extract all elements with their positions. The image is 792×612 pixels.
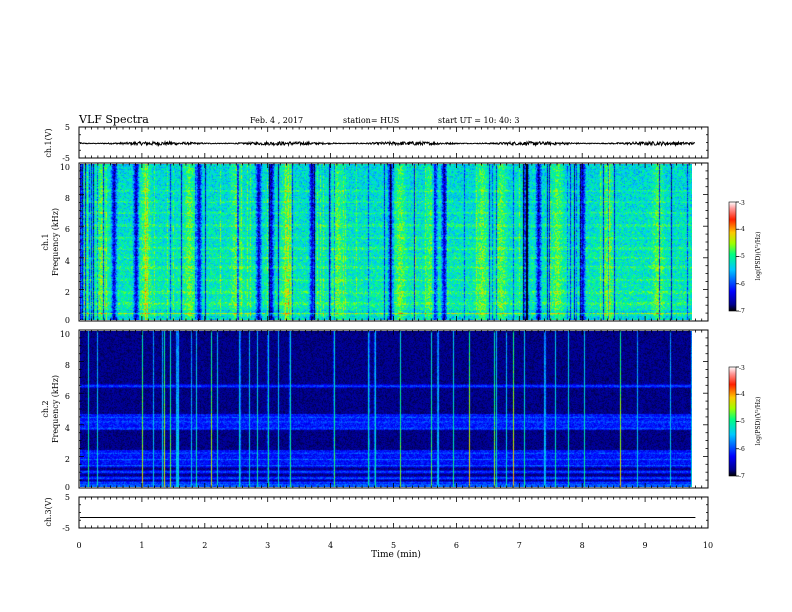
spec2-ytick-4: 4 [65, 424, 70, 433]
cb1-tick-neg7: -7 [739, 308, 745, 315]
header-start-time: start UT = 10: 40: 3 [438, 116, 520, 125]
cb1-tick-neg4: -4 [739, 226, 745, 233]
chart-title: VLF Spectra [79, 113, 149, 126]
cb1-tick-neg5: -5 [739, 253, 745, 260]
ch2-spectrogram-ylabel: Frequency (kHz) [51, 375, 60, 443]
x-axis-tick-labels: 0 1 2 3 4 5 6 7 8 9 10 [76, 541, 713, 550]
colorbar-ticks [736, 201, 739, 477]
ch1-spectrogram-ylabel-channel: ch.1 [41, 233, 50, 250]
ch1-spectrogram-ylabel: Frequency (kHz) [51, 208, 60, 276]
x-tick-label: 6 [454, 541, 459, 550]
cb2-tick-neg3: -3 [739, 365, 745, 372]
ch1-colorbar [728, 201, 737, 312]
ch3-ytick-5: 5 [65, 493, 70, 502]
x-tick-label: 0 [76, 541, 81, 550]
spec2-ytick-8: 8 [65, 361, 70, 370]
spec2-ytick-2: 2 [65, 455, 70, 464]
ch2-colorbar [728, 366, 737, 477]
ch1-ytick-5: 5 [65, 123, 70, 132]
ch1-ytick-neg5: -5 [62, 154, 70, 163]
x-tick-label: 9 [643, 541, 648, 550]
cb1-tick-neg3: -3 [739, 200, 745, 207]
ch1-spectrogram-image [80, 164, 692, 320]
cb1-label: log(PSD)(V²/Hz) [755, 232, 762, 281]
x-axis-ticks [78, 127, 709, 528]
spec2-ytick-6: 6 [65, 392, 70, 401]
cb2-tick-neg5: -5 [739, 418, 745, 425]
x-tick-label: 7 [517, 541, 522, 550]
cb2-label: log(PSD)(V²/Hz) [755, 397, 762, 446]
cb2-tick-neg4: -4 [739, 391, 745, 398]
y-axis-ticks [79, 126, 708, 529]
ch3-waveform-ylabel: ch.3(V) [44, 497, 53, 526]
x-tick-label: 5 [391, 541, 396, 550]
x-tick-label: 8 [580, 541, 585, 550]
header-station: station= HUS [343, 116, 400, 125]
x-tick-label: 4 [328, 541, 333, 550]
ch1-waveform-trace [79, 139, 696, 148]
spec2-ytick-10: 10 [60, 330, 70, 339]
x-tick-label: 1 [139, 541, 144, 550]
x-tick-label: 3 [265, 541, 270, 550]
ch2-spectrogram-image [80, 331, 692, 487]
spec1-ytick-8: 8 [65, 194, 70, 203]
x-tick-label: 10 [703, 541, 713, 550]
ch3-ytick-neg5: -5 [62, 524, 70, 533]
header-date: Feb. 4 , 2017 [250, 116, 304, 125]
x-tick-label: 2 [202, 541, 207, 550]
cb2-tick-neg7: -7 [739, 473, 745, 480]
ch2-spectrogram-ylabel-channel: ch.2 [41, 400, 50, 417]
x-axis-title: Time (min) [371, 549, 421, 560]
spec1-ytick-6: 6 [65, 225, 70, 234]
cb2-tick-neg6: -6 [739, 446, 745, 453]
ch1-waveform-ylabel: ch.1(V) [44, 128, 53, 157]
spec1-ytick-2: 2 [65, 288, 70, 297]
cb1-tick-neg6: -6 [739, 281, 745, 288]
spec2-ytick-0: 0 [65, 483, 70, 492]
spec1-ytick-10: 10 [60, 163, 70, 172]
spec1-ytick-0: 0 [65, 316, 70, 325]
spec1-ytick-4: 4 [65, 257, 70, 266]
